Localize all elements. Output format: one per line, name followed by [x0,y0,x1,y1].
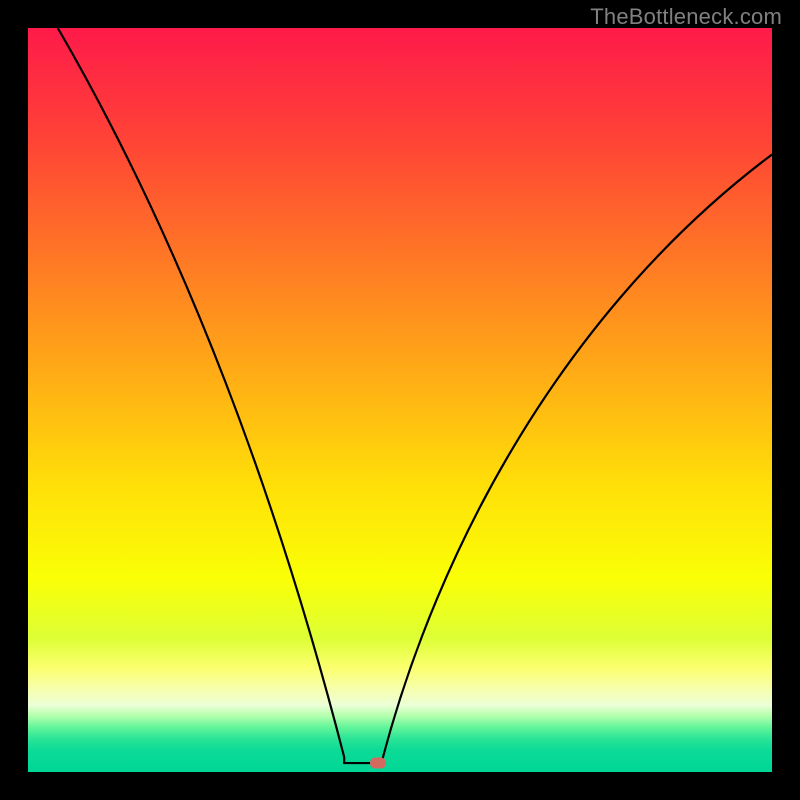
bottleneck-curve [58,28,772,763]
watermark-text: TheBottleneck.com [590,4,782,30]
plot-frame [28,28,772,772]
curve-svg [28,28,772,772]
optimum-marker [370,758,386,769]
